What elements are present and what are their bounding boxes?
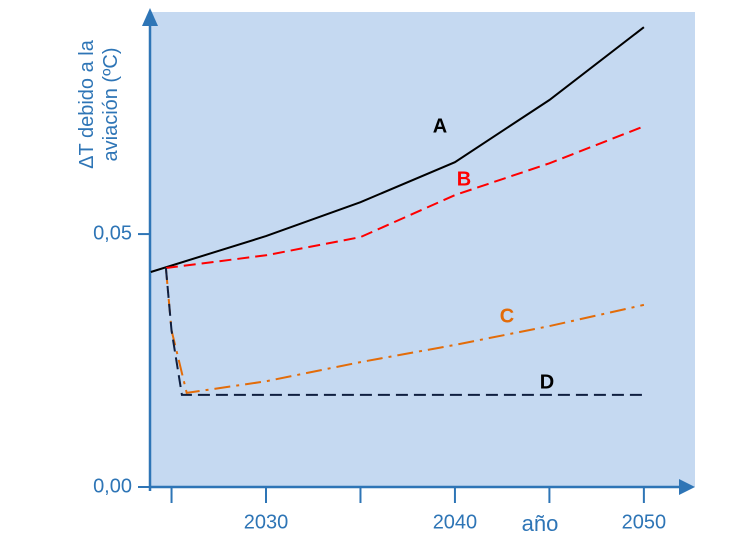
y-axis-label: ΔT debido a la aviación (ºC)	[76, 39, 122, 169]
series-line	[165, 125, 645, 269]
x-axis-arrow	[679, 479, 695, 495]
x-tick-label: 2050	[622, 511, 667, 533]
x-axis-label: año	[522, 511, 559, 536]
series-line	[150, 26, 645, 273]
y-tick-label: 0,00	[93, 475, 132, 497]
y-axis-label-line: aviación (ºC)	[100, 47, 122, 161]
series-line	[164, 267, 644, 396]
y-axis-arrow	[142, 8, 158, 26]
series-label: C	[500, 305, 514, 327]
series-label: A	[433, 115, 447, 137]
x-tick-label: 2040	[433, 511, 478, 533]
series-label: B	[457, 168, 471, 190]
y-axis-label-line: ΔT debido a la	[76, 39, 98, 169]
y-tick-label: 0,05	[93, 222, 132, 244]
x-tick-label: 2030	[244, 511, 289, 533]
plot-background	[150, 12, 695, 487]
series-label: D	[540, 371, 554, 393]
